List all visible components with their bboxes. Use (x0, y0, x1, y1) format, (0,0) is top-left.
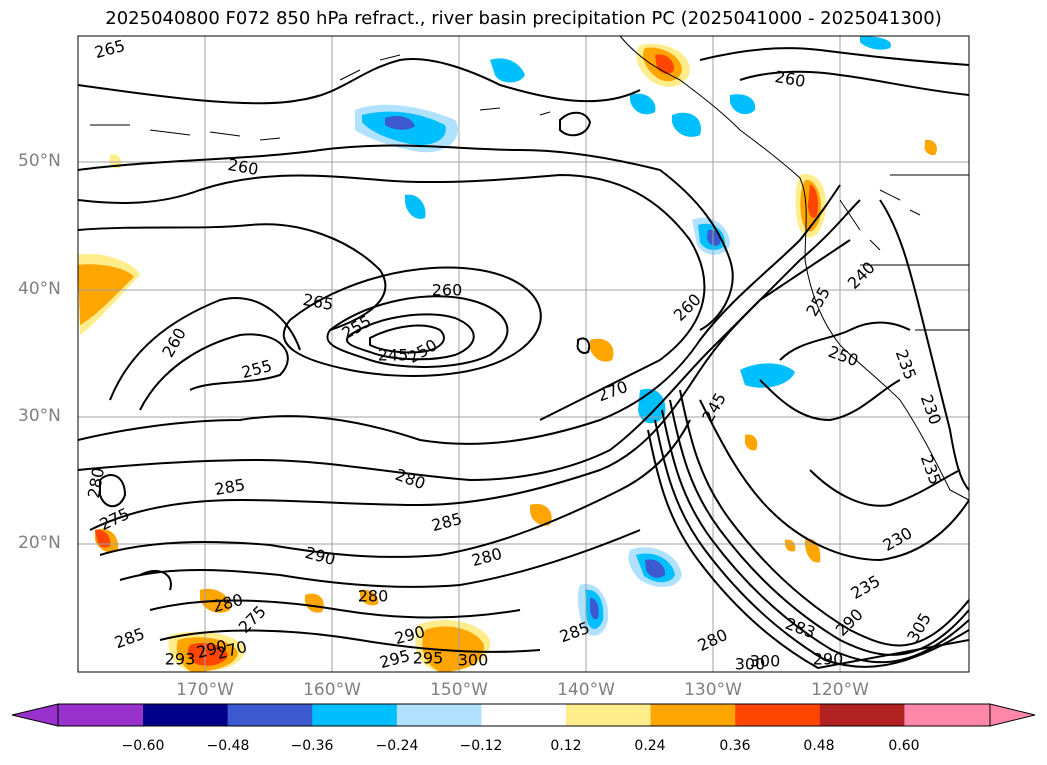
colorbar-tick-label: 0.60 (888, 738, 920, 754)
contour-label: 300 (735, 655, 766, 674)
colorbar-tick-label: −0.24 (375, 738, 419, 754)
colorbar-segment (650, 704, 736, 726)
lat-label-20n: 20°N (18, 533, 61, 553)
colorbar-frame (57, 703, 991, 727)
contour-label: 235 (892, 347, 920, 382)
colorbar-tick-label: 0.36 (719, 738, 751, 754)
contour-label: 260 (773, 67, 806, 91)
contour-label: 245 (378, 346, 409, 365)
colorbar-segment (904, 704, 990, 726)
colorbar-segment (481, 704, 567, 726)
contour-label: 275 (97, 504, 133, 534)
contour-label: 285 (557, 618, 592, 646)
contour-label: 255 (802, 284, 834, 320)
contour-label: 295 (413, 649, 444, 668)
contour-label: 260 (670, 290, 705, 325)
map-frame (77, 35, 970, 673)
colorbar-tick-label: −0.12 (459, 738, 503, 754)
lon-label-130w: 130°W (684, 680, 742, 700)
lon-label-120w: 120°W (811, 680, 869, 700)
colorbar-extend-left (11, 703, 59, 727)
lon-label-140w: 140°W (557, 680, 615, 700)
contour-label: 230 (880, 523, 916, 555)
contour-label: 283 (783, 614, 818, 642)
colorbar-segment (143, 704, 229, 726)
lat-label-50n: 50°N (18, 151, 61, 171)
contour-label: 245 (698, 390, 730, 426)
colorbar-tick-label: 0.48 (803, 738, 835, 754)
colorbar-tick-label: −0.36 (290, 738, 334, 754)
contour-label: 265 (301, 290, 334, 314)
colorbar-tick-label: 0.24 (634, 738, 666, 754)
contour-label: 260 (158, 325, 190, 361)
contour-label: 285 (112, 624, 147, 652)
colorbar-segment (735, 704, 821, 726)
contour-label: 235 (917, 452, 945, 487)
lon-label-160w: 160°W (303, 680, 361, 700)
contour-label: 235 (848, 571, 884, 603)
contour-label: 280 (84, 466, 108, 499)
contour-label: 280 (358, 587, 389, 606)
colorbar-tick-label: −0.60 (121, 738, 165, 754)
lon-label-170w: 170°W (176, 680, 234, 700)
contour-label: 300 (750, 652, 781, 671)
lon-label-150w: 150°W (430, 680, 488, 700)
contour-label: 305 (903, 610, 935, 646)
lat-label-30n: 30°N (18, 406, 61, 426)
colorbar-segment (312, 704, 398, 726)
colorbar-extend-right (989, 703, 1036, 727)
coastlines (90, 36, 969, 501)
colorbar-segment (819, 704, 905, 726)
contour-label: 265 (93, 36, 127, 62)
colorbar-segment (58, 704, 143, 726)
contour-label: 240 (844, 258, 879, 293)
map-title: 2025040800 F072 850 hPa refract., river … (105, 8, 942, 29)
lat-label-40n: 40°N (18, 279, 61, 299)
contour-label: 295 (378, 646, 412, 672)
contour-label: 300 (458, 651, 489, 670)
colorbar-segment (566, 704, 652, 726)
contour-label: 250 (826, 342, 861, 370)
contour-label: 260 (432, 281, 463, 300)
colorbar (11, 703, 1036, 727)
colorbar-segment (227, 704, 313, 726)
contour-label: 293 (165, 650, 196, 669)
contour-label: 285 (213, 475, 246, 499)
contour-label: 280 (393, 465, 428, 493)
contour-label: 250 (405, 335, 441, 367)
contour-label: 290 (813, 650, 844, 669)
graticule (78, 36, 969, 672)
precipitation-shading (78, 36, 937, 672)
colorbar-tick-label: −0.48 (206, 738, 250, 754)
colorbar-segment (396, 704, 482, 726)
contour-label: 270 (595, 377, 630, 405)
refractivity-contours (78, 47, 969, 670)
contour-label: 260 (226, 155, 259, 179)
colorbar-tick-label: 0.12 (550, 738, 582, 754)
